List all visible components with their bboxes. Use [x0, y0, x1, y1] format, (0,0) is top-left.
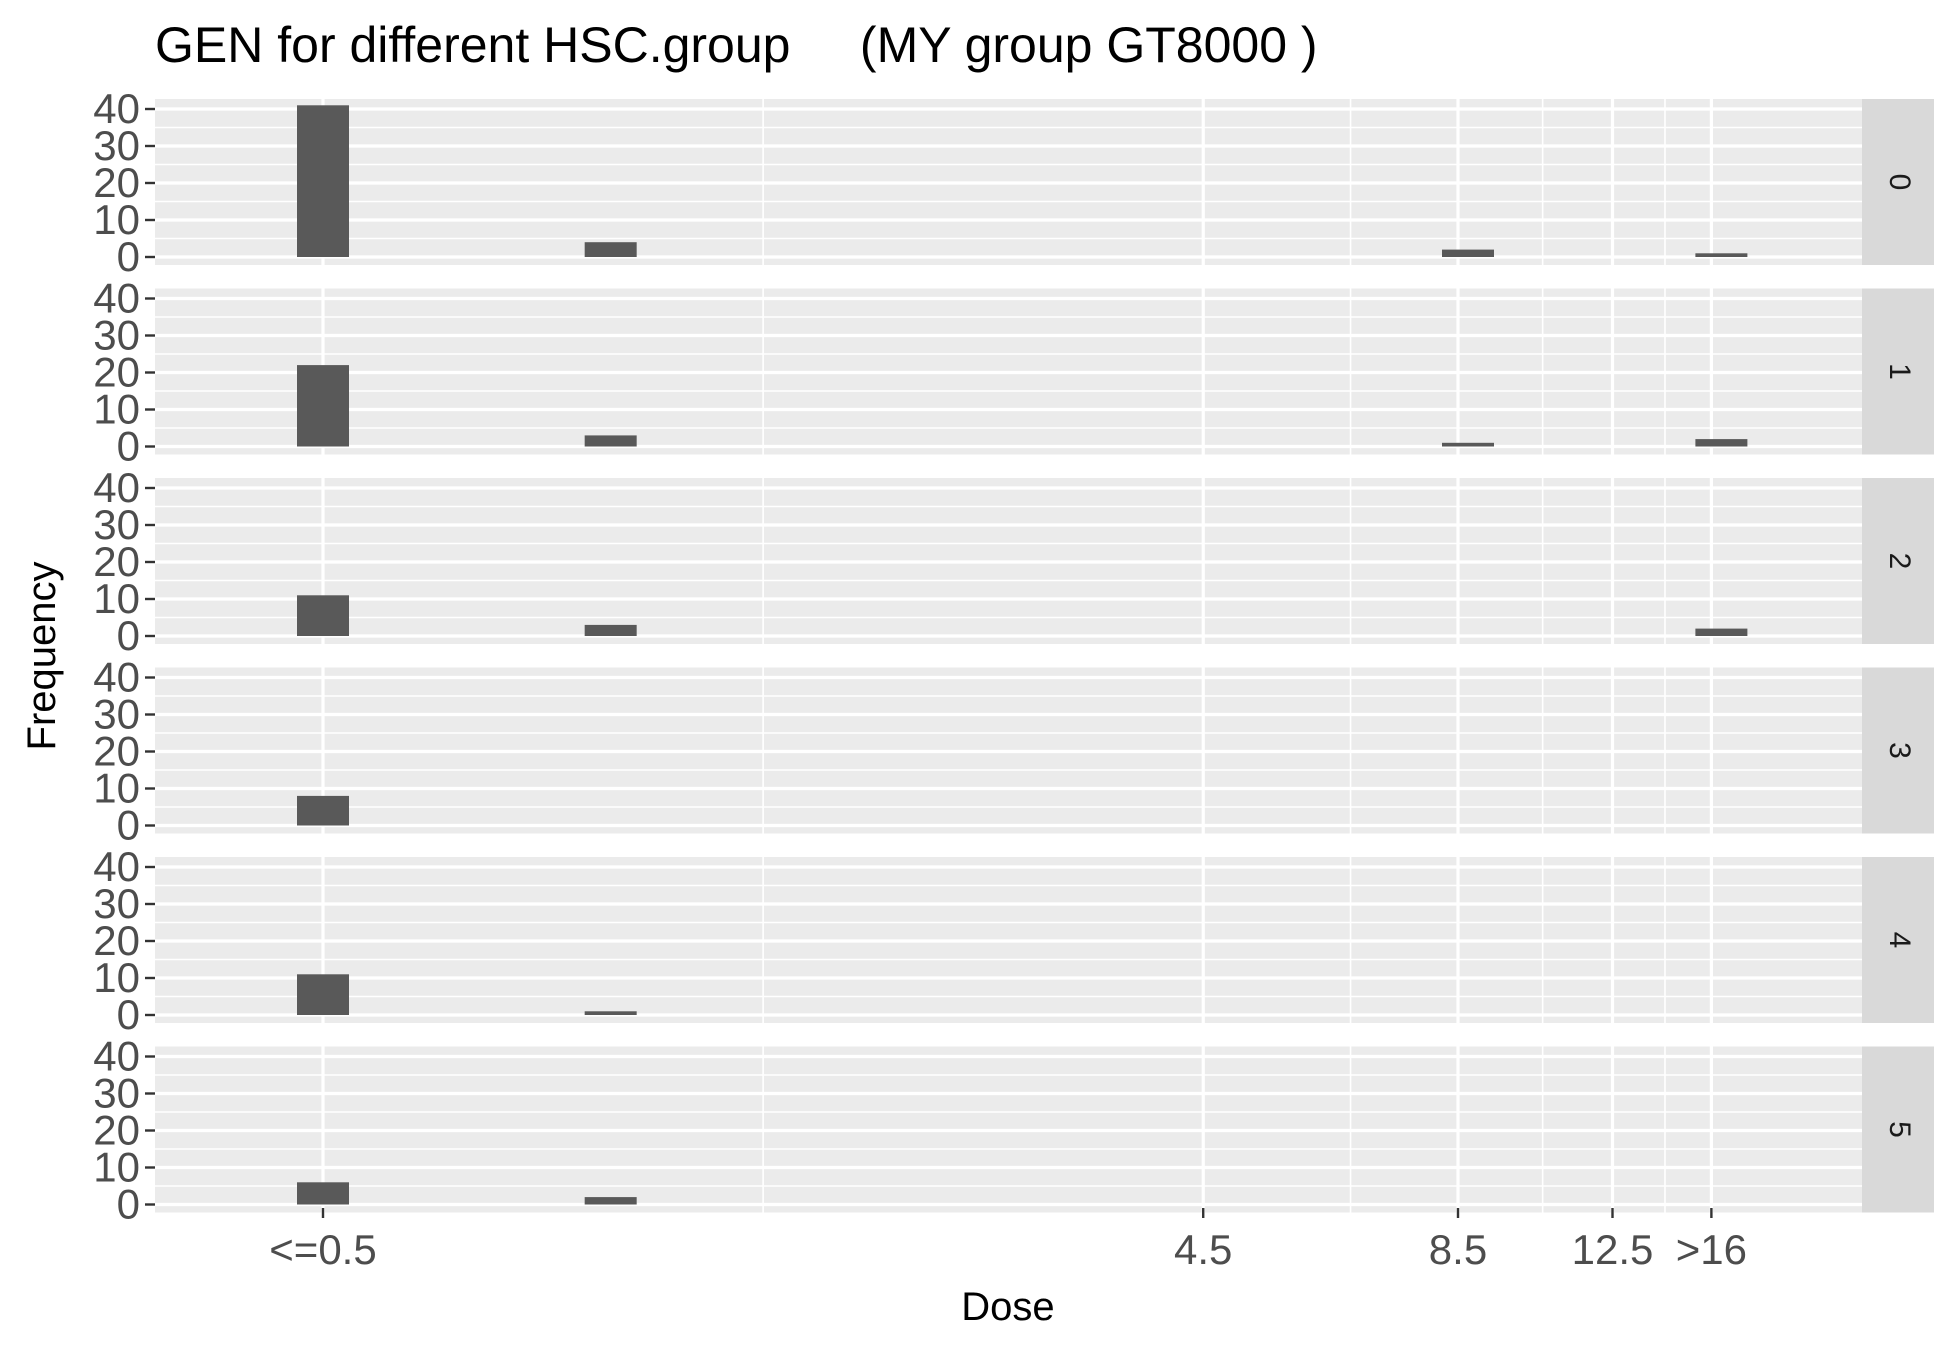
- y-tick-label: 10: [93, 954, 140, 1001]
- bar: [297, 1182, 349, 1205]
- bar: [584, 435, 637, 447]
- y-tick-label: 10: [93, 386, 140, 433]
- bar: [584, 242, 637, 257]
- facet-strip-label: 2: [1883, 553, 1916, 570]
- bar: [584, 624, 637, 636]
- facet-panels: 0102030400010203040101020304020102030403…: [93, 85, 1934, 1228]
- facet-strip-label: 0: [1883, 174, 1916, 191]
- y-tick-label: 30: [93, 691, 140, 738]
- y-tick-label: 20: [93, 917, 140, 964]
- y-tick-label: 40: [93, 654, 140, 701]
- y-tick-label: 40: [93, 843, 140, 890]
- y-tick-label: 0: [117, 423, 140, 470]
- y-tick-label: 20: [93, 349, 140, 396]
- y-tick-label: 10: [93, 575, 140, 622]
- y-tick-label: 40: [93, 464, 140, 511]
- y-tick-label: 30: [93, 122, 140, 169]
- bar: [1695, 253, 1748, 257]
- bar: [1695, 628, 1748, 636]
- bar: [297, 795, 349, 826]
- y-tick-label: 30: [93, 501, 140, 548]
- bar: [297, 105, 349, 257]
- facet-strip-label: 3: [1883, 742, 1916, 759]
- chart-title: GEN for different HSC.group (MY group GT…: [155, 17, 1318, 73]
- y-tick-label: 0: [117, 612, 140, 659]
- facet-strip: [1862, 857, 1934, 1023]
- x-tick-label: 4.5: [1174, 1226, 1232, 1273]
- x-tick-label: 12.5: [1572, 1226, 1654, 1273]
- facet-strip: [1862, 288, 1934, 455]
- x-tick-label: <=0.5: [269, 1226, 376, 1273]
- bar: [1695, 439, 1748, 447]
- y-tick-label: 40: [93, 1033, 140, 1080]
- bar: [297, 974, 349, 1015]
- bar: [584, 1011, 637, 1015]
- bar: [1442, 249, 1494, 257]
- x-axis: <=0.5 4.5 8.5 12.5 >16: [269, 1208, 1747, 1273]
- bar: [584, 1197, 637, 1205]
- facet-strip: [1862, 667, 1934, 834]
- y-tick-label: 0: [117, 1181, 140, 1228]
- y-tick-label: 10: [93, 765, 140, 812]
- y-tick-label: 40: [93, 275, 140, 322]
- y-tick-label: 20: [93, 728, 140, 775]
- y-tick-label: 20: [93, 159, 140, 206]
- facet-strip: [1862, 478, 1934, 644]
- facet-strip-label: 5: [1883, 1121, 1916, 1138]
- y-tick-label: 10: [93, 196, 140, 243]
- bar: [1442, 442, 1494, 447]
- facet-strip-label: 1: [1883, 363, 1916, 380]
- bar: [297, 595, 349, 636]
- bar: [297, 365, 349, 447]
- x-tick-label: >16: [1676, 1226, 1747, 1273]
- y-tick-label: 30: [93, 1070, 140, 1117]
- y-tick-label: 20: [93, 538, 140, 585]
- facet-strip: [1862, 99, 1934, 265]
- y-tick-label: 10: [93, 1144, 140, 1191]
- facet-strip: [1862, 1046, 1934, 1213]
- y-tick-label: 30: [93, 312, 140, 359]
- facet-strip-label: 4: [1883, 932, 1916, 949]
- y-tick-label: 0: [117, 233, 140, 280]
- x-tick-label: 8.5: [1429, 1226, 1487, 1273]
- y-tick-label: 20: [93, 1107, 140, 1154]
- y-tick-label: 30: [93, 880, 140, 927]
- x-axis-title: Dose: [961, 1285, 1054, 1329]
- y-tick-label: 0: [117, 802, 140, 849]
- y-axis-title: Frequency: [20, 562, 64, 751]
- y-tick-label: 0: [117, 991, 140, 1038]
- y-tick-label: 40: [93, 85, 140, 132]
